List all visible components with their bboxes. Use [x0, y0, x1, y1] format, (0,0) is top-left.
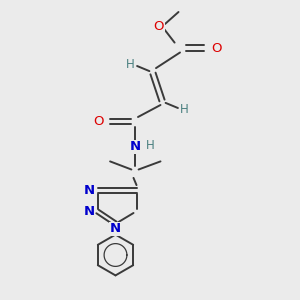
Text: N: N	[83, 205, 95, 218]
Text: N: N	[110, 222, 121, 236]
Text: H: H	[146, 139, 155, 152]
Text: H: H	[180, 103, 189, 116]
Text: N: N	[129, 140, 141, 154]
Text: O: O	[154, 20, 164, 34]
Text: O: O	[93, 115, 104, 128]
Text: N: N	[83, 184, 95, 197]
Text: O: O	[211, 41, 221, 55]
Text: H: H	[126, 58, 135, 71]
